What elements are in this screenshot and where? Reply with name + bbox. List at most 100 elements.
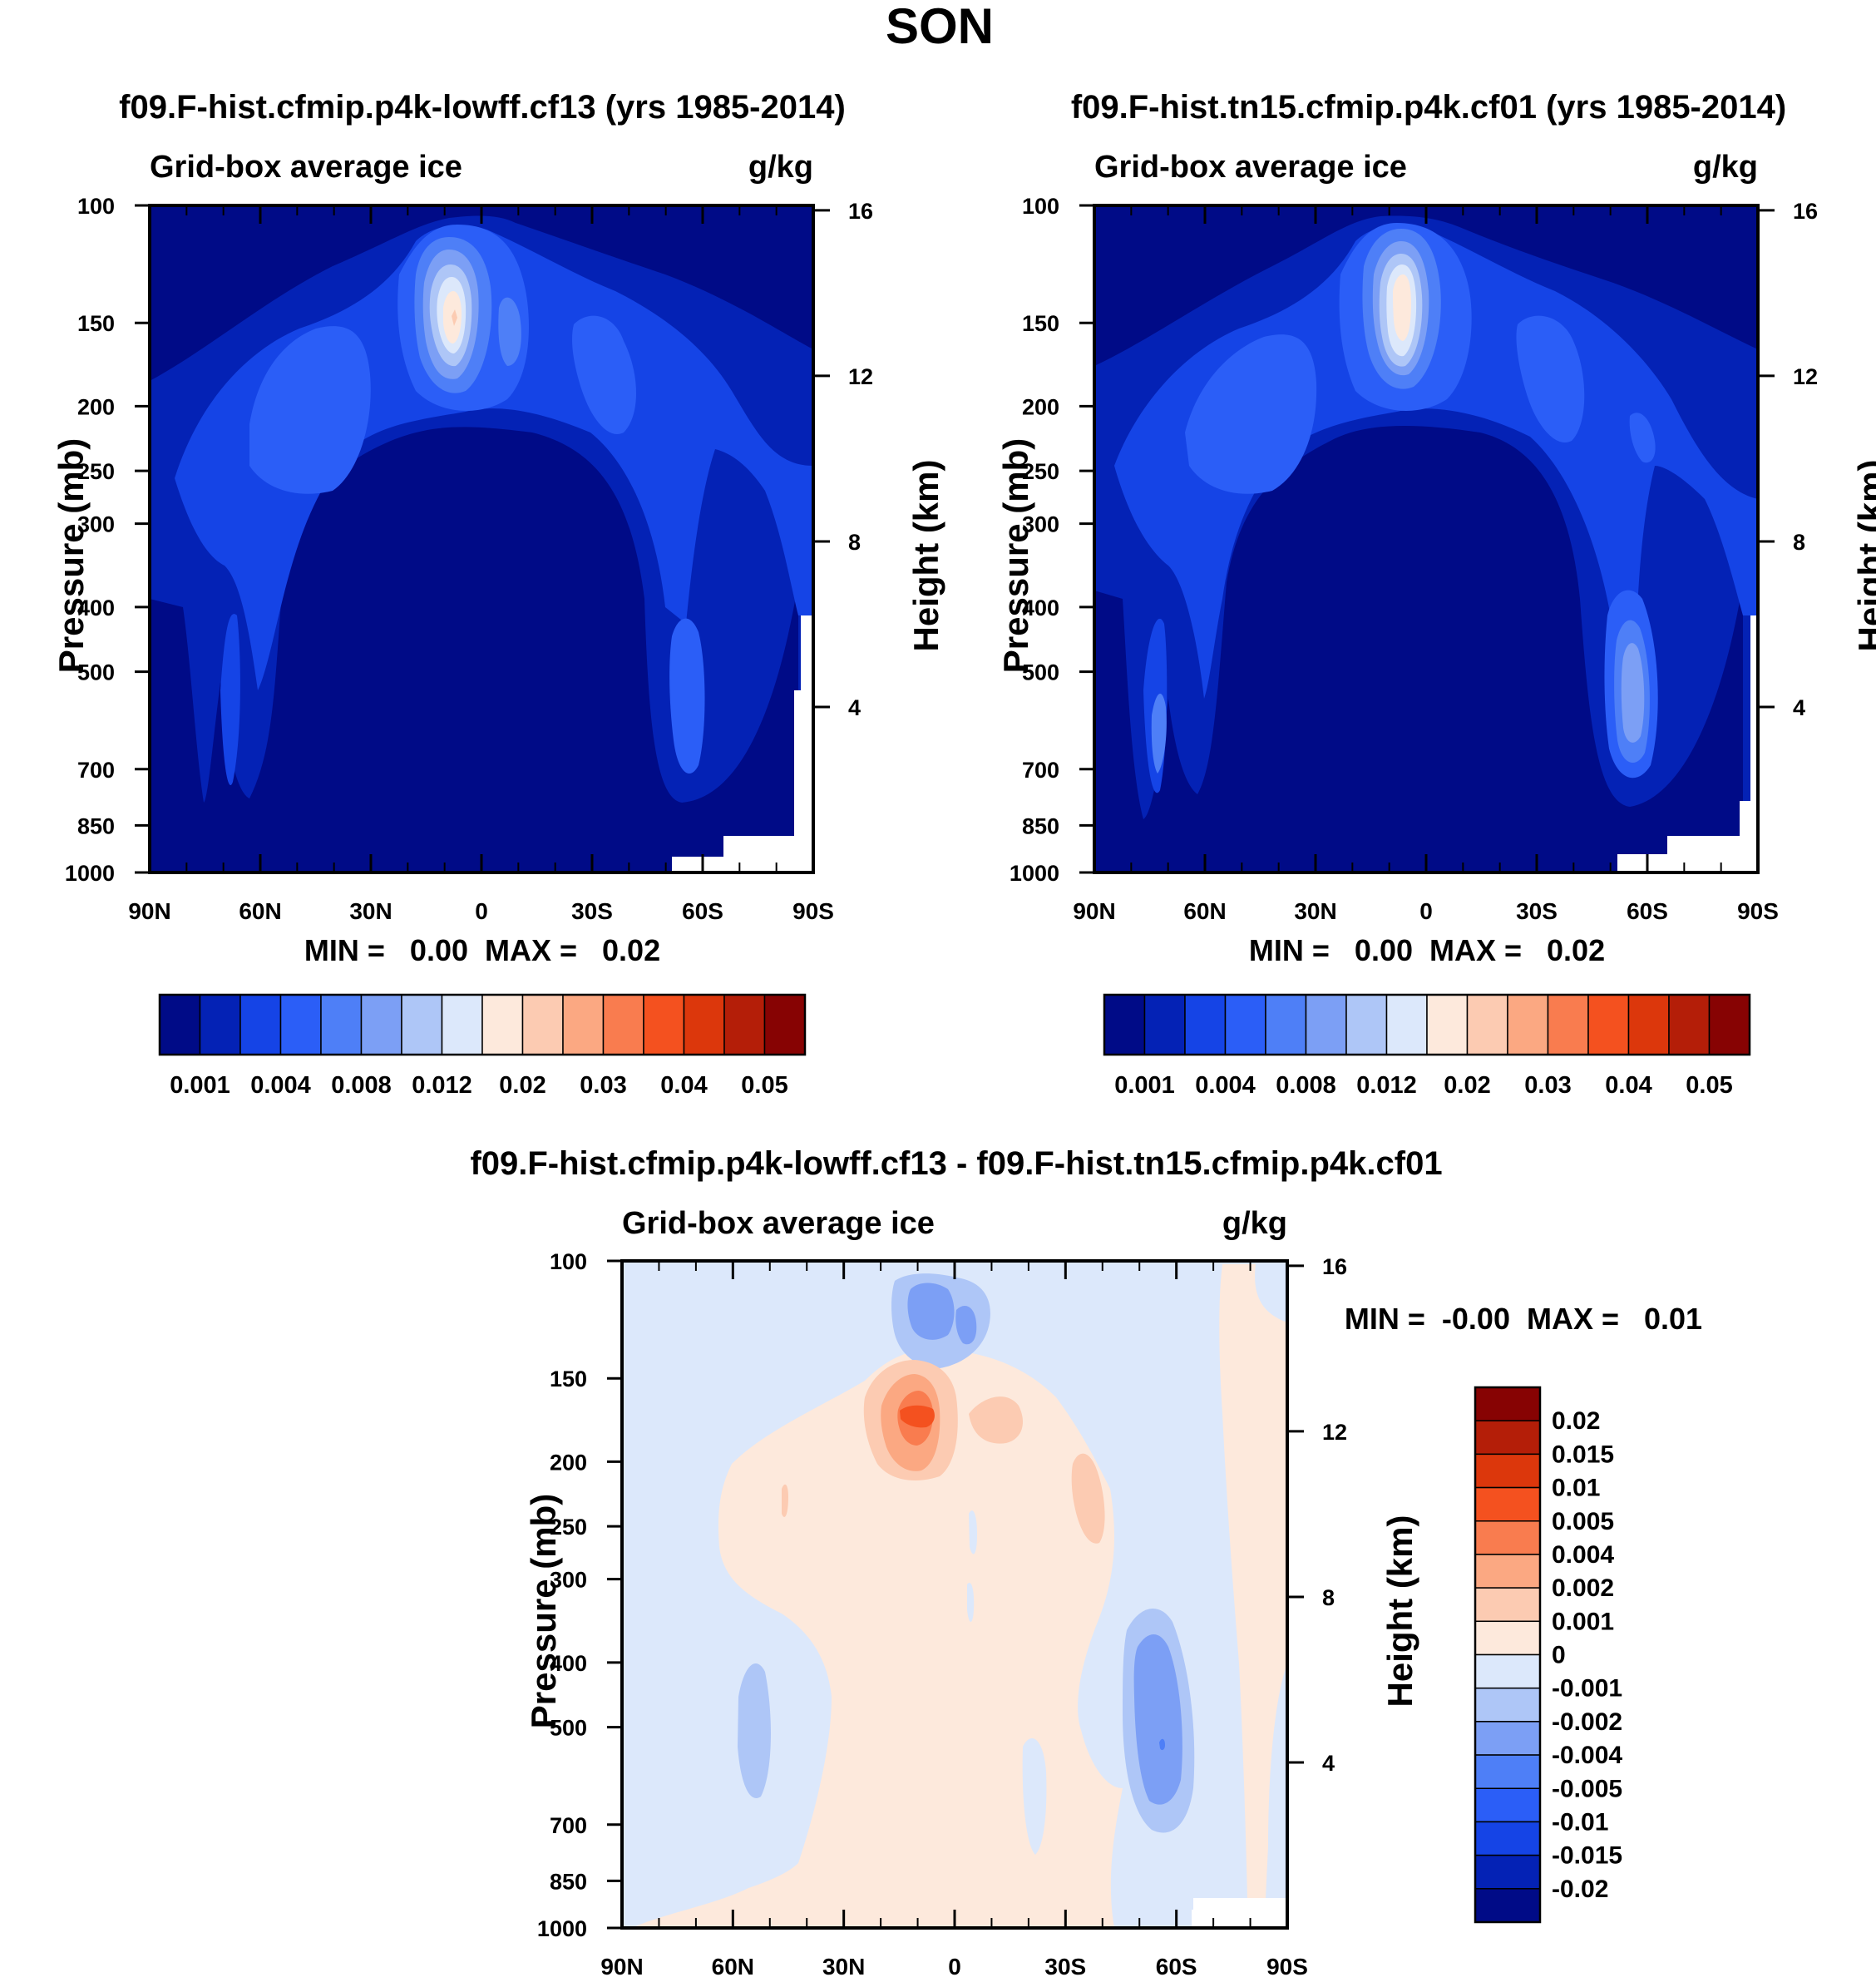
x-tick-label: 60S: [682, 898, 723, 924]
colorbar-swatch: [1587, 994, 1630, 1055]
contour-fill: [150, 205, 813, 872]
x-tick-label: 90N: [1073, 898, 1115, 924]
colorbar-swatch: [1474, 1653, 1541, 1689]
contour-fill: [1094, 205, 1758, 872]
panel-units-label: g/kg: [1222, 1206, 1287, 1241]
missing-data: [672, 615, 813, 872]
y-tick-label: 100: [1022, 194, 1059, 219]
colorbar-swatch: [1103, 994, 1146, 1055]
y-tick-label: 850: [77, 813, 115, 838]
colorbar-swatch: [199, 994, 241, 1055]
y-tick-label: 300: [77, 512, 115, 537]
contour-level-5: [498, 297, 521, 366]
y2-axis-title: Height (km): [1851, 460, 1876, 652]
y-tick-label: 1000: [65, 861, 115, 886]
colorbar-swatch: [723, 994, 766, 1055]
panel-title: f09.F-hist.cfmip.p4k-lowff.cf13 - f09.F-…: [470, 1145, 1442, 1182]
colorbar-swatch: [1474, 1453, 1541, 1489]
y-tick-label: 850: [550, 1869, 587, 1894]
colorbar-label: 0.01: [1552, 1475, 1600, 1502]
colorbar-swatch: [1547, 994, 1589, 1055]
y2-tick-label: 16: [1322, 1254, 1347, 1279]
colorbar-label: -0.015: [1552, 1842, 1622, 1870]
colorbar-swatch: [1474, 1754, 1541, 1789]
colorbar-swatch: [1474, 1721, 1541, 1756]
y-tick-label: 500: [1022, 660, 1059, 685]
contour-level-pos-small: [632, 1348, 1123, 1928]
colorbar-label: 0.03: [1524, 1072, 1571, 1099]
y-tick-label: 100: [550, 1249, 587, 1274]
plot-area: 90N 60N 30N 0 30S 60S 90S 100 150 200 250 300 400 500…: [524, 1249, 1419, 1980]
y-tick-label: 100: [77, 194, 115, 219]
contour-level-pos-1d: [782, 1484, 788, 1517]
colorbar-label: 0.001: [170, 1072, 230, 1099]
colorbar-swatch: [1507, 994, 1549, 1055]
colorbar-swatch: [239, 994, 282, 1055]
colorbar-swatch: [1474, 1854, 1541, 1890]
contour-level-neg-small-b: [1022, 1738, 1047, 1855]
panel-variable-label: Grid-box average ice: [150, 150, 462, 185]
colorbar-swatch: [1474, 1420, 1541, 1456]
x-tick-label: 30S: [1516, 898, 1558, 924]
colorbar-label: 0: [1552, 1642, 1566, 1669]
colorbar-label: 0.02: [1552, 1407, 1600, 1435]
x-tick-label: 30S: [571, 898, 613, 924]
colorbar-label: 0.008: [1276, 1072, 1336, 1099]
colorbar-swatch: [481, 994, 524, 1055]
colorbar-swatch: [1385, 994, 1428, 1055]
contour-level-3b: [220, 614, 240, 786]
colorbar-swatch: [1143, 994, 1186, 1055]
colorbar-swatch: [1224, 994, 1266, 1055]
colorbar: 0.02 0.015 0.01 0.005 0.004 0.002 0.001 0 -0.001…: [1474, 1386, 1622, 1924]
colorbar-swatch: [279, 994, 322, 1055]
y-tick-label: 1000: [1010, 861, 1059, 886]
y-tick-label: 400: [1022, 596, 1059, 620]
colorbar-swatch: [521, 994, 564, 1055]
colorbar-swatch: [1426, 994, 1469, 1055]
colorbar-label: -0.001: [1552, 1675, 1622, 1703]
colorbar-label: 0.002: [1552, 1574, 1614, 1602]
colorbar-swatch: [1474, 1687, 1541, 1723]
contour-level-neg-2b: [955, 1306, 977, 1345]
contour-level-pos-4: [900, 1405, 935, 1428]
y-tick-label: 250: [77, 459, 115, 484]
x-tick-label: 30S: [1044, 1954, 1086, 1980]
colorbar-swatch: [1265, 994, 1307, 1055]
contour-level-pos-1c: [1071, 1453, 1105, 1544]
y2-tick-label: 4: [1322, 1751, 1335, 1776]
colorbar-swatch: [1668, 994, 1711, 1055]
colorbar-label: -0.02: [1552, 1876, 1608, 1903]
colorbar-swatch: [401, 994, 443, 1055]
y2-tick-label: 8: [848, 530, 861, 555]
colorbar-swatch: [360, 994, 402, 1055]
colorbar-swatch: [763, 994, 806, 1055]
colorbar-swatch: [320, 994, 363, 1055]
y2-tick-label: 12: [848, 364, 873, 389]
contour-level-4b: [572, 315, 636, 434]
y-tick-label: 850: [1022, 813, 1059, 838]
contour-level-4: [249, 326, 371, 494]
colorbar-swatch: [1474, 1587, 1541, 1623]
x-tick-label: 90S: [792, 898, 834, 924]
y-tick-label: 500: [77, 660, 115, 685]
colorbar-label: 0.012: [1356, 1072, 1417, 1099]
y-tick-label: 200: [550, 1450, 587, 1475]
colorbar-label: -0.004: [1552, 1742, 1622, 1769]
contour-level-4b: [1516, 315, 1585, 442]
colorbar-label: -0.005: [1552, 1775, 1622, 1802]
colorbar: 0.001 0.004 0.008 0.012 0.02 0.03 0.04 0.05: [1103, 993, 1751, 1099]
y2-tick-label: 16: [1793, 199, 1818, 224]
x-tick-label: 60N: [1183, 898, 1226, 924]
contour-level-pos-1b: [969, 1396, 1023, 1444]
y2-tick-label: 12: [1793, 364, 1818, 389]
colorbar-label: -0.002: [1552, 1708, 1622, 1736]
x-tick-label: 30N: [349, 898, 392, 924]
x-tick-label: 60S: [1156, 1954, 1197, 1980]
colorbar: 0.001 0.004 0.008 0.012 0.02 0.03 0.04 0.05: [158, 993, 807, 1099]
colorbar-label: 0.001: [1552, 1608, 1614, 1635]
panel-variable-label: Grid-box average ice: [1094, 150, 1407, 185]
colorbar-swatch: [1474, 1554, 1541, 1589]
contour-level-11: [452, 309, 457, 326]
colorbar-swatch: [1474, 1386, 1541, 1421]
panel-units-label: g/kg: [748, 150, 813, 185]
